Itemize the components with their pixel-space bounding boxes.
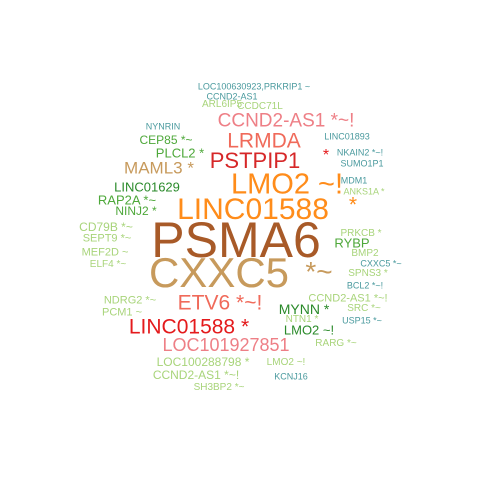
cloud-word: PLCL2 *	[155, 145, 205, 161]
cloud-word: *	[322, 147, 330, 164]
cloud-word: KCNJ16	[274, 371, 308, 382]
cloud-word: SPNS3 *	[348, 268, 388, 279]
cloud-word: USP15 *~	[342, 315, 382, 326]
cloud-word: LMO2 ~!	[230, 168, 344, 201]
cloud-word: *	[348, 193, 358, 217]
cloud-word: NINJ2 *	[115, 204, 157, 218]
cloud-word: SH3BP2 *~	[193, 382, 245, 393]
cloud-word: MDM1	[340, 175, 368, 186]
cloud-word: CCND2-AS1	[206, 91, 258, 102]
cloud-word: RARG *~	[315, 338, 357, 349]
cloud-word: MAML3 *	[124, 158, 194, 178]
cloud-word: CD79B *~	[79, 220, 133, 234]
cloud-word: RYBP	[334, 235, 370, 251]
cloud-word: CCND2-AS1 *~!	[152, 368, 240, 382]
cloud-word: CXXC5 *~	[360, 258, 402, 269]
cloud-word: LINC01588	[177, 193, 329, 226]
cloud-word: ARL6IP5	[201, 99, 243, 110]
cloud-word: CXXC5	[148, 249, 290, 296]
cloud-word: PSTPIP1	[209, 148, 301, 173]
cloud-word: LRMDA	[227, 129, 301, 153]
cloud-word: PRKCB *	[340, 228, 382, 239]
cloud-word: PSMA6	[151, 212, 321, 268]
cloud-word: NTN1 *	[285, 314, 319, 325]
cloud-word: LOC100288798 *	[156, 355, 250, 369]
cloud-word: NKAIN2 *~!	[336, 147, 384, 158]
cloud-word: SRC *~	[347, 303, 381, 314]
cloud-word: LMO2 ~!	[283, 322, 335, 338]
cloud-word: MYNN *	[278, 301, 330, 317]
cloud-word: NYNRIN	[145, 121, 181, 132]
cloud-word: LINC01629	[114, 179, 180, 195]
cloud-word: NDRG2 *~	[103, 294, 157, 307]
cloud-word: CCND2-AS1 *~!	[217, 110, 355, 132]
cloud-word: ELF4 *~	[89, 259, 127, 270]
cloud-word: SEPT9 *~	[82, 232, 132, 245]
cloud-word: LOC101927851	[162, 335, 290, 355]
cloud-word: BCL2 *~!	[346, 280, 384, 291]
cloud-word: CCDC71L	[237, 101, 283, 112]
cloud-word: LINC01893	[324, 131, 370, 142]
cloud-word: RAP2A *~	[97, 192, 157, 208]
cloud-word: CEP85 *~	[139, 133, 193, 147]
cloud-word: SUMO1P1	[340, 158, 384, 169]
cloud-word: CCND2-AS1 *~!	[308, 292, 388, 305]
cloud-word: ETV6 *~!	[177, 291, 263, 315]
cloud-word: BMP2	[351, 248, 379, 259]
cloud-word: LINC01588 *	[128, 315, 250, 339]
cloud-word: ANKS1A *	[343, 186, 385, 197]
cloud-word: LOC100630923,PRKRIP1 ~	[197, 81, 311, 92]
cloud-word: *~	[305, 256, 333, 287]
cloud-word: LMO2 ~!	[266, 357, 306, 368]
cloud-word: MEF2D ~	[81, 246, 129, 259]
cloud-word: PCM1 ~	[101, 306, 143, 319]
